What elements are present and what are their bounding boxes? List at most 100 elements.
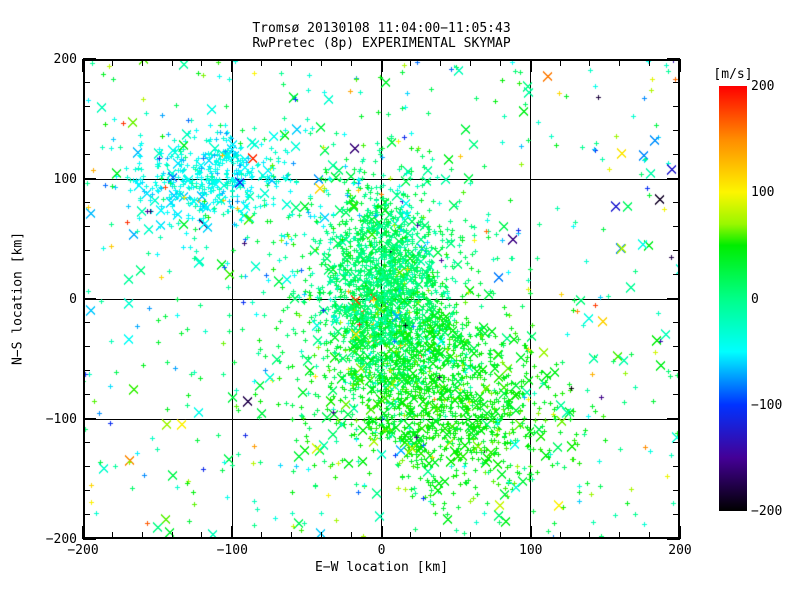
y-axis-tick — [667, 58, 680, 60]
y-axis-tick — [673, 322, 680, 323]
y-axis-tick — [83, 442, 90, 443]
y-axis-tick — [667, 418, 680, 420]
x-axis-tick — [141, 532, 143, 539]
y-tick-label: 100 — [53, 172, 77, 187]
y-axis-tick — [673, 82, 680, 83]
y-axis-tick — [83, 178, 96, 180]
x-axis-tick — [171, 59, 173, 66]
x-axis-tick — [410, 532, 412, 539]
skymap-subtitle: RwPretec (8p) EXPERIMENTAL SKYMAP — [252, 36, 511, 51]
x-axis-tick — [350, 59, 352, 66]
y-tick-label: 200 — [53, 52, 77, 67]
colorbar-tick-label: 200 — [751, 79, 775, 94]
x-axis-tick — [499, 59, 501, 66]
x-axis-tick — [231, 526, 234, 539]
x-axis-tick — [559, 59, 561, 66]
x-axis-tick — [470, 532, 472, 539]
y-axis-tick — [673, 466, 680, 467]
y-axis-tick — [83, 82, 90, 83]
x-axis-tick — [111, 532, 113, 539]
x-axis-tick — [440, 532, 442, 539]
x-tick-label: 200 — [668, 543, 692, 558]
x-tick-label: 0 — [377, 543, 386, 558]
y-axis-tick — [673, 130, 680, 131]
y-axis-tick — [83, 250, 90, 251]
y-axis-tick — [673, 370, 680, 371]
colorbar — [719, 86, 747, 511]
y-axis-tick — [83, 106, 90, 107]
x-axis-tick — [290, 532, 292, 539]
x-axis-tick — [440, 59, 442, 66]
x-axis-tick — [470, 59, 472, 66]
colorbar-tick-label: −200 — [751, 504, 783, 519]
x-axis-tick — [231, 59, 234, 72]
x-tick-label: −200 — [67, 543, 99, 558]
colorbar-tick-label: 100 — [751, 185, 775, 201]
x-axis-tick — [320, 59, 322, 66]
x-axis-tick — [380, 59, 383, 72]
y-axis-tick — [83, 202, 90, 203]
y-axis-tick — [83, 226, 90, 227]
y-axis-tick — [673, 250, 680, 251]
x-axis-tick — [499, 532, 501, 539]
y-axis-tick — [83, 466, 90, 467]
y-axis-label: N−S location [km] — [10, 231, 26, 366]
y-axis-tick — [83, 154, 90, 155]
x-axis-tick — [350, 532, 352, 539]
y-axis-tick — [83, 394, 90, 395]
y-tick-label: 0 — [69, 292, 77, 307]
y-axis-tick — [83, 418, 96, 420]
y-axis-tick — [667, 298, 680, 300]
y-axis-tick — [83, 298, 96, 300]
x-axis-tick — [529, 526, 532, 539]
y-axis-tick — [673, 514, 680, 515]
x-axis-tick — [111, 59, 113, 66]
x-axis-tick — [261, 532, 263, 539]
y-axis-tick — [667, 178, 680, 180]
x-axis-label: E−W location [km] — [314, 560, 449, 575]
y-axis-tick — [673, 106, 680, 107]
x-axis-tick — [619, 532, 621, 539]
y-axis-tick — [83, 514, 90, 515]
y-axis-tick — [83, 538, 96, 540]
skymap-title: Tromsø 20130108 11:04:00−11:05:43 — [252, 21, 511, 36]
x-axis-tick — [619, 59, 621, 66]
y-axis-tick — [83, 274, 90, 275]
y-axis-tick — [673, 226, 680, 227]
x-axis-tick — [380, 526, 383, 539]
x-axis-tick — [82, 526, 84, 539]
y-axis-tick — [673, 274, 680, 275]
y-axis-tick — [673, 490, 680, 491]
y-axis-tick — [83, 58, 96, 60]
x-axis-tick — [201, 59, 203, 66]
scatter-canvas — [83, 59, 680, 539]
x-axis-tick — [410, 59, 412, 66]
x-axis-tick — [529, 59, 532, 72]
x-axis-tick — [290, 59, 292, 66]
x-axis-tick — [649, 59, 651, 66]
y-axis-tick — [673, 202, 680, 203]
colorbar-tick-label: 0 — [751, 291, 759, 307]
x-axis-tick — [201, 532, 203, 539]
colorbar-tick-label: −100 — [751, 397, 783, 413]
y-axis-tick — [673, 442, 680, 443]
y-axis-tick — [83, 322, 90, 323]
colorbar-unit-label: [m/s] — [713, 67, 753, 82]
x-axis-tick — [261, 59, 263, 66]
x-axis-tick — [171, 532, 173, 539]
x-axis-tick — [82, 59, 84, 72]
y-axis-tick — [83, 370, 90, 371]
x-axis-tick — [649, 532, 651, 539]
y-axis-tick — [667, 538, 680, 540]
x-axis-tick — [679, 526, 681, 539]
y-axis-tick — [83, 130, 90, 131]
x-tick-label: −100 — [216, 543, 248, 558]
x-axis-tick — [559, 532, 561, 539]
y-tick-label: −100 — [45, 412, 77, 427]
x-axis-tick — [679, 59, 681, 72]
y-axis-tick — [83, 490, 90, 491]
y-tick-label: −200 — [45, 532, 77, 547]
title-block: Tromsø 20130108 11:04:00−11:05:43 RwPret… — [83, 21, 680, 51]
x-axis-tick — [589, 532, 591, 539]
